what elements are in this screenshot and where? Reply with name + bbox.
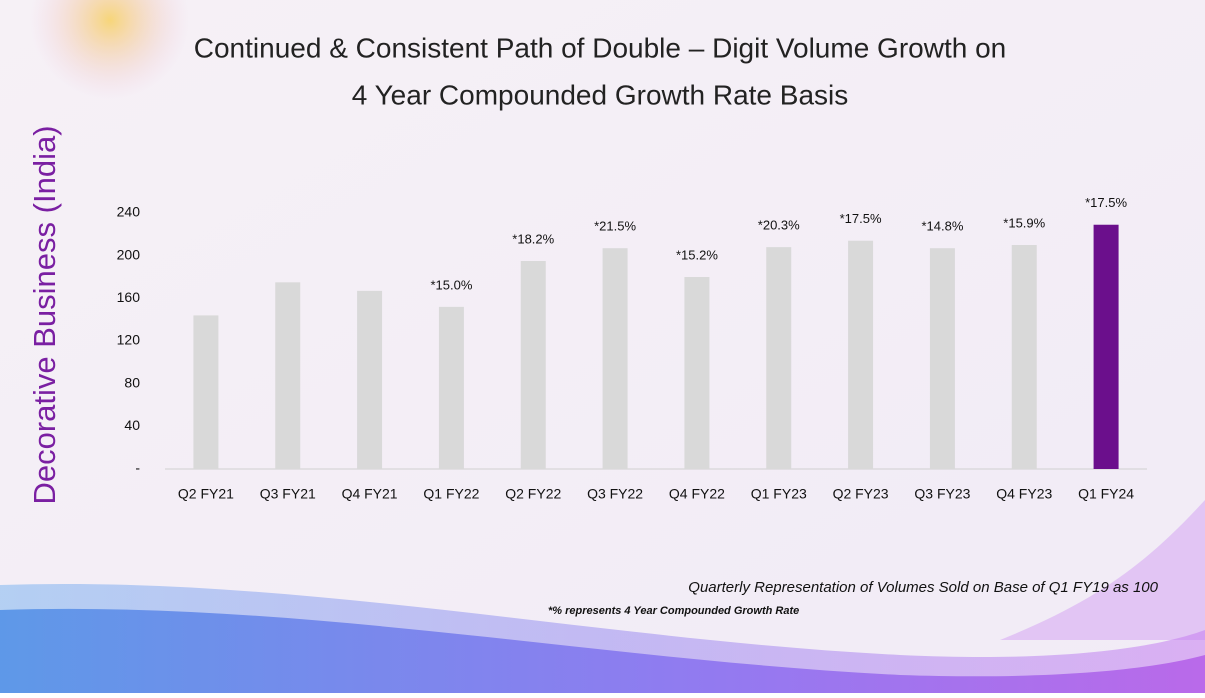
bar-label: *20.3%	[758, 218, 800, 233]
bar-label: *14.8%	[921, 219, 963, 234]
y-tick-label: 200	[117, 246, 141, 262]
x-tick-label: Q3 FY21	[260, 486, 316, 502]
footnote: *% represents 4 Year Compounded Growth R…	[548, 605, 799, 617]
bar	[766, 247, 791, 469]
bar	[684, 277, 709, 469]
x-tick-label: Q1 FY24	[1078, 486, 1134, 502]
bar	[439, 307, 464, 469]
bar-label: *21.5%	[594, 219, 636, 234]
y-tick-label: 160	[117, 289, 141, 305]
bar-label: *17.5%	[840, 211, 882, 226]
y-axis-label: Decorative Business (India)	[27, 125, 62, 504]
bar	[521, 261, 546, 469]
x-tick-label: Q3 FY23	[914, 486, 970, 502]
bar	[1094, 225, 1119, 469]
y-tick-label: 240	[117, 204, 141, 220]
bar-label: *17.5%	[1085, 195, 1127, 210]
chart-subtitle: 4 Year Compounded Growth Rate Basis	[352, 79, 849, 110]
bar	[930, 248, 955, 469]
x-tick-label: Q4 FY23	[996, 486, 1052, 502]
x-tick-label: Q1 FY22	[423, 486, 479, 502]
x-tick-label: Q2 FY22	[505, 486, 561, 502]
slide: Continued & Consistent Path of Double – …	[0, 0, 1205, 693]
bar	[275, 282, 300, 469]
y-tick-label: 120	[117, 332, 141, 348]
bar-label: *18.2%	[512, 231, 554, 246]
chart-title: Continued & Consistent Path of Double – …	[194, 32, 1006, 63]
bar	[357, 291, 382, 469]
bar	[1012, 245, 1037, 469]
x-tick-label: Q4 FY21	[342, 486, 398, 502]
bar-label: *15.0%	[430, 277, 472, 292]
bar-label: *15.2%	[676, 247, 718, 262]
footnote: Quarterly Representation of Volumes Sold…	[688, 579, 1158, 596]
x-tick-label: Q2 FY23	[833, 486, 889, 502]
bar	[603, 248, 628, 469]
bar	[848, 241, 873, 469]
bar-label: *15.9%	[1003, 215, 1045, 230]
y-tick-label: -	[135, 460, 140, 476]
y-tick-label: 80	[124, 374, 140, 390]
x-tick-label: Q2 FY21	[178, 486, 234, 502]
bar	[193, 315, 218, 469]
x-tick-label: Q1 FY23	[751, 486, 807, 502]
x-tick-label: Q4 FY22	[669, 486, 725, 502]
x-tick-label: Q3 FY22	[587, 486, 643, 502]
y-tick-label: 40	[124, 417, 140, 433]
